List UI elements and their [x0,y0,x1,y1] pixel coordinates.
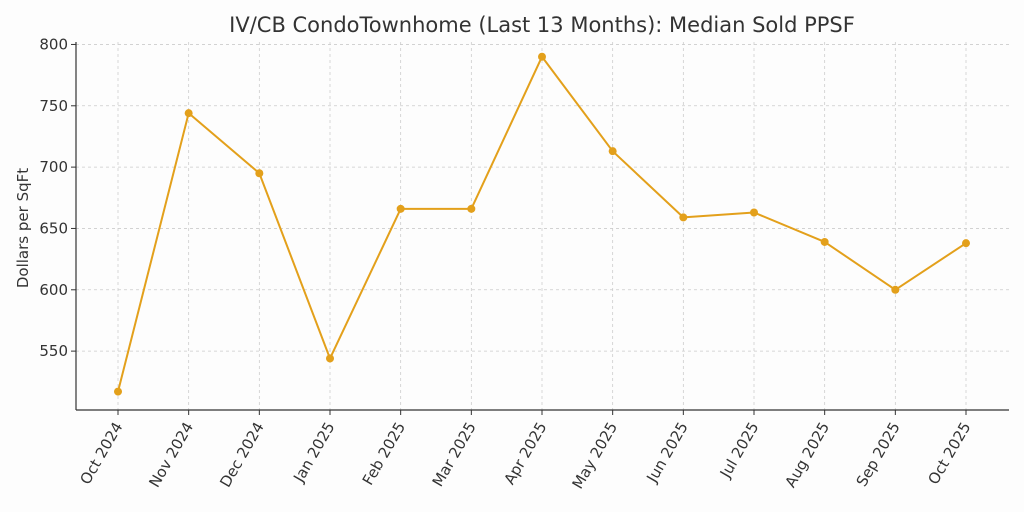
y-tick-label: 700 [39,158,68,176]
data-point [326,354,334,363]
x-tick-label: Feb 2025 [359,419,409,488]
x-tick-label: Dec 2024 [216,419,268,490]
x-tick-label: May 2025 [569,419,622,492]
data-point [891,285,900,294]
tick-labels: 550 600 650 700 750 800 Oct 2024 Nov 2024 Dec 20… [39,35,974,492]
data-point [538,52,546,61]
x-tick-label: Oct 2025 [924,419,974,488]
series [114,52,970,396]
data-point [820,237,829,246]
y-tick-label: 600 [39,281,68,299]
x-tick-label: Sep 2025 [853,419,904,490]
x-tick-label: Jan 2025 [289,419,338,486]
chart-title: IV/CB CondoTownhome (Last 13 Months): Me… [229,13,855,37]
axes [71,42,1009,415]
grid [76,42,1009,410]
y-tick-label: 650 [39,219,68,237]
data-point [255,169,264,178]
data-point [962,239,970,248]
x-tick-label: Oct 2024 [76,419,126,488]
x-tick-label: Jul 2025 [716,419,763,482]
x-tick-label: Apr 2025 [500,419,550,488]
data-point [184,109,193,118]
x-tick-label: Mar 2025 [429,419,480,490]
data-point [396,204,405,213]
data-point [114,387,122,396]
y-axis-label: Dollars per SqFt [14,168,32,288]
data-point [750,208,758,217]
y-tick-label: 550 [39,342,68,360]
x-tick-label: Jun 2025 [643,419,692,486]
data-point [467,204,476,213]
x-tick-label: Nov 2024 [145,419,197,491]
y-tick-label: 800 [39,35,68,53]
y-tick-label: 750 [39,97,68,115]
x-tick-label: Aug 2025 [781,419,833,491]
data-point [679,213,688,222]
data-point [608,147,617,156]
